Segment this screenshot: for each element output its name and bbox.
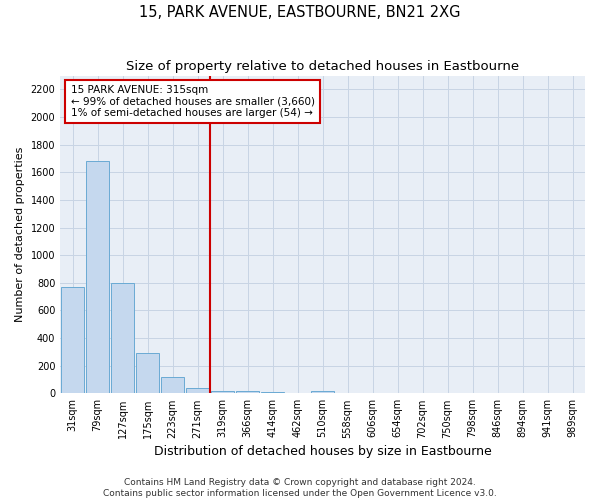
Bar [161, 376, 184, 394]
Text: 15 PARK AVENUE: 315sqm
← 99% of detached houses are smaller (3,660)
1% of semi-d: 15 PARK AVENUE: 315sqm ← 99% of detached… [71, 85, 314, 118]
Title: Size of property relative to detached houses in Eastbourne: Size of property relative to detached ho… [126, 60, 519, 73]
Text: 15, PARK AVENUE, EASTBOURNE, BN21 2XG: 15, PARK AVENUE, EASTBOURNE, BN21 2XG [139, 5, 461, 20]
Bar [61, 287, 84, 394]
Bar [86, 161, 109, 394]
Bar [311, 391, 334, 394]
Bar [236, 391, 259, 394]
Bar [262, 392, 284, 394]
X-axis label: Distribution of detached houses by size in Eastbourne: Distribution of detached houses by size … [154, 444, 491, 458]
Bar [187, 388, 209, 394]
Text: Contains HM Land Registry data © Crown copyright and database right 2024.
Contai: Contains HM Land Registry data © Crown c… [103, 478, 497, 498]
Bar [136, 352, 159, 394]
Bar [112, 283, 134, 394]
Bar [211, 390, 234, 394]
Y-axis label: Number of detached properties: Number of detached properties [15, 147, 25, 322]
